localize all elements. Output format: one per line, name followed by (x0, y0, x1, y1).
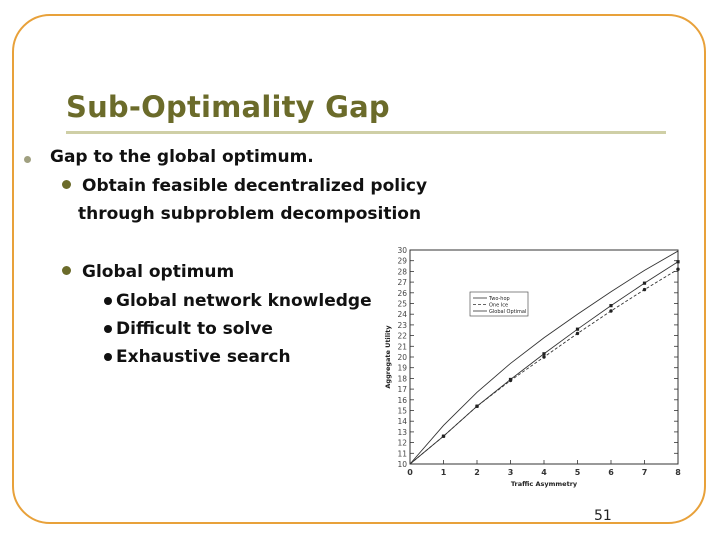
x-tick-label: 6 (608, 468, 614, 477)
x-tick-label: 4 (541, 468, 547, 477)
y-tick-label: 10 (397, 460, 407, 469)
data-point (642, 281, 647, 285)
y-tick-label: 23 (397, 321, 407, 330)
data-point (542, 355, 546, 359)
bullet-exhaustive-search: Exhaustive search (116, 347, 291, 367)
x-tick-label: 0 (407, 468, 413, 477)
y-tick-label: 18 (397, 374, 407, 383)
x-tick-label: 7 (642, 468, 648, 477)
y-tick-label: 21 (397, 342, 407, 351)
x-axis-label: Traffic Asymmetry (511, 480, 578, 488)
slide-title: Sub-Optimality Gap (66, 90, 390, 124)
x-tick-label: 8 (675, 468, 681, 477)
y-tick-label: 22 (397, 332, 407, 341)
data-point (475, 404, 479, 408)
data-point (609, 304, 613, 308)
bullet-level0 (24, 156, 31, 163)
legend-label: Global Optimal (489, 309, 526, 315)
y-tick-label: 16 (397, 396, 407, 405)
y-tick-label: 24 (397, 310, 407, 319)
y-tick-label: 17 (397, 385, 407, 394)
bullet-feasible-policy-line2: through subproblem decomposition (78, 204, 422, 224)
series-line (409, 261, 679, 465)
slide-frame (12, 14, 706, 524)
bullet-level2 (104, 297, 112, 305)
bullet-global-knowledge: Global network knowledge (116, 291, 372, 311)
data-point (575, 331, 580, 336)
legend-box (469, 291, 529, 317)
y-tick-label: 11 (397, 449, 407, 458)
data-point (575, 327, 580, 331)
y-axis-label: Aggregate Utility (384, 325, 392, 389)
bullet-difficult-to-solve: Difficult to solve (116, 319, 273, 339)
y-tick-label: 19 (397, 364, 407, 373)
series-line (409, 250, 679, 465)
x-tick-label: 5 (575, 468, 581, 477)
y-tick-label: 20 (397, 353, 407, 362)
data-point (676, 260, 680, 264)
x-tick-label: 2 (474, 468, 480, 477)
series-line (409, 268, 679, 465)
bullet-level2 (104, 353, 112, 361)
data-point (609, 309, 613, 313)
y-tick-label: 13 (397, 428, 407, 437)
bullet-level1 (62, 266, 71, 275)
x-tick-label: 3 (508, 468, 514, 477)
y-tick-label: 14 (397, 417, 407, 426)
bullet-gap-global-optimum: Gap to the global optimum. (50, 147, 314, 167)
bullet-feasible-policy-line1: Obtain feasible decentralized policy (82, 176, 428, 196)
x-tick-label: 1 (441, 468, 447, 477)
data-point (676, 267, 680, 271)
data-point (642, 287, 647, 292)
y-tick-label: 25 (397, 300, 407, 309)
utility-chart: 1011121314151617181920212223242526272829… (384, 246, 681, 488)
title-underline (66, 131, 666, 134)
bullet-level1 (62, 180, 71, 189)
legend-label: Two-hop (488, 296, 510, 302)
legend-label: One Ice (489, 303, 508, 309)
data-point (441, 434, 446, 438)
data-point (508, 378, 513, 383)
bullet-level2 (104, 325, 112, 333)
y-tick-label: 30 (397, 246, 407, 255)
y-tick-label: 28 (397, 267, 407, 276)
y-tick-label: 29 (397, 257, 407, 266)
bullet-global-optimum: Global optimum (82, 262, 235, 282)
y-tick-label: 26 (397, 289, 407, 298)
y-tick-label: 12 (397, 439, 407, 448)
y-tick-label: 15 (397, 407, 407, 416)
data-point (542, 352, 546, 356)
y-tick-label: 27 (397, 278, 407, 287)
slide-number: 51 (594, 508, 612, 524)
